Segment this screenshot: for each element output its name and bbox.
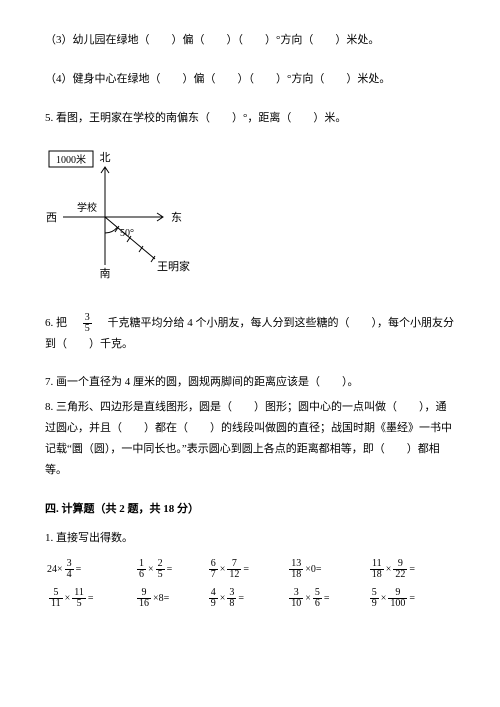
question-7: 7. 画一个直径为 4 厘米的圆，圆规两脚间的距离应该是（ ）。 [45,372,455,393]
calc-cell: 916×8= [133,584,205,613]
scale-text: 1000米 [56,153,86,166]
q6-pre: 6. 把 [45,317,78,329]
wangming-label: 王明家 [157,259,190,273]
q6-fraction: 3 5 [83,313,92,334]
calc-cell: 1318×0= [285,555,366,584]
east-label: 东 [171,211,182,224]
calc-cell: 310×56= [285,584,366,613]
calc-cell: 1118×922= [366,555,455,584]
calc-cell: 49×38= [205,584,286,613]
question-8: 8. 三角形、四边形是直线图形，圆是（ ）图形；圆中心的一点叫做（ ），通过圆心… [45,397,455,481]
angle-label: 50° [120,228,134,239]
school-label: 学校 [77,201,97,214]
calc-cell: 16×25= [133,555,205,584]
direction-diagram: 1000米 北 南 东 西 学校 50° 王明家 [45,147,455,295]
calc-table: 24×34=16×25=67×712=1318×0=1118×922= 511×1… [45,555,455,613]
south-label: 南 [100,267,111,280]
question-4: （4）健身中心在绿地（ ）偏（ ）（ ）°方向（ ）米处。 [45,69,455,90]
west-label: 西 [46,212,57,224]
question-3: （3）幼儿园在绿地（ ）偏（ ）（ ）°方向（ ）米处。 [45,30,455,51]
calc-cell: 67×712= [205,555,286,584]
calc-cell: 59×9100= [366,584,455,613]
q6-mid: 千克糖平均分给 4 个小朋友，每人分到这些糖的（ ），每个小朋友分到（ ）千克。 [45,317,454,350]
section-4-header: 四. 计算题（共 2 题，共 18 分） [45,499,455,520]
calc-cell: 511×115= [45,584,133,613]
question-6: 6. 把 3 5 千克糖平均分给 4 个小朋友，每人分到这些糖的（ ），每个小朋… [45,313,455,355]
calc-title: 1. 直接写出得数。 [45,528,455,549]
calc-cell: 24×34= [45,555,133,584]
question-5: 5. 看图，王明家在学校的南偏东（ ）°，距离（ ）米。 [45,108,455,129]
north-label: 北 [100,151,111,164]
